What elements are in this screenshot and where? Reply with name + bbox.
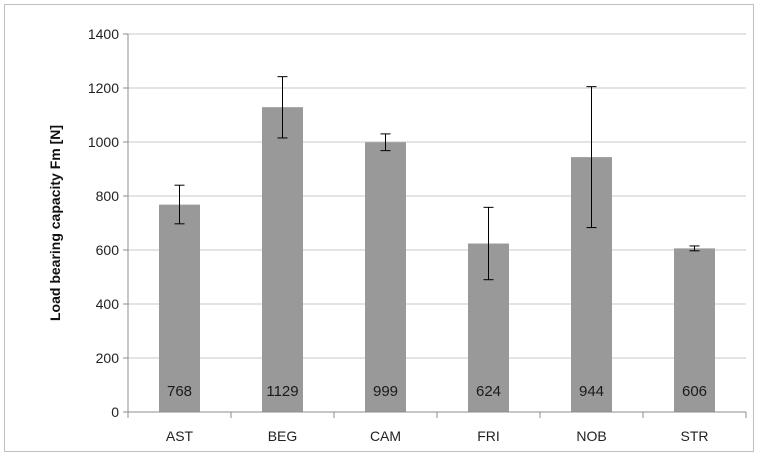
x-tick-label: AST (166, 428, 194, 444)
data-labels: 768 1129 999 624 944 606 (167, 383, 707, 400)
error-bar (174, 184, 185, 225)
gridlines (128, 33, 746, 359)
y-tick-label: 200 (96, 350, 120, 366)
bar (159, 204, 200, 412)
error-bar (380, 133, 391, 152)
error-bar (586, 86, 597, 229)
x-tick-label: CAM (370, 428, 401, 444)
x-tick-label: STR (681, 428, 709, 444)
y-tick-label: 600 (96, 242, 120, 258)
y-tick-label: 400 (96, 296, 120, 312)
y-tick-label: 1400 (88, 26, 119, 42)
x-tick-label: NOB (576, 428, 606, 444)
bar (365, 142, 406, 412)
bars (159, 107, 715, 413)
y-tick-label: 800 (96, 188, 120, 204)
data-label: 999 (373, 383, 398, 400)
data-label: 944 (579, 383, 604, 400)
y-axis-title: Load bearing capacity Fm [N] (47, 125, 63, 321)
x-tick-label: FRI (477, 428, 500, 444)
bar (262, 107, 303, 413)
y-tick-label: 1200 (88, 80, 119, 96)
x-tick-labels: AST BEG CAM FRI NOB STR (166, 428, 709, 444)
y-tick-label: 1000 (88, 134, 119, 150)
data-label: 606 (682, 383, 707, 400)
data-label: 624 (476, 383, 501, 400)
error-bar (277, 76, 288, 139)
y-tick-label: 0 (111, 404, 119, 420)
error-bar (689, 245, 700, 252)
error-bars (174, 76, 700, 281)
error-bar (483, 206, 494, 281)
bar (674, 248, 715, 412)
data-label: 1129 (266, 383, 298, 400)
axes (123, 33, 747, 418)
y-tick-labels: 0 200 400 600 800 1000 1200 1400 (88, 26, 119, 420)
data-label: 768 (167, 383, 192, 400)
x-tick-label: BEG (268, 428, 298, 444)
